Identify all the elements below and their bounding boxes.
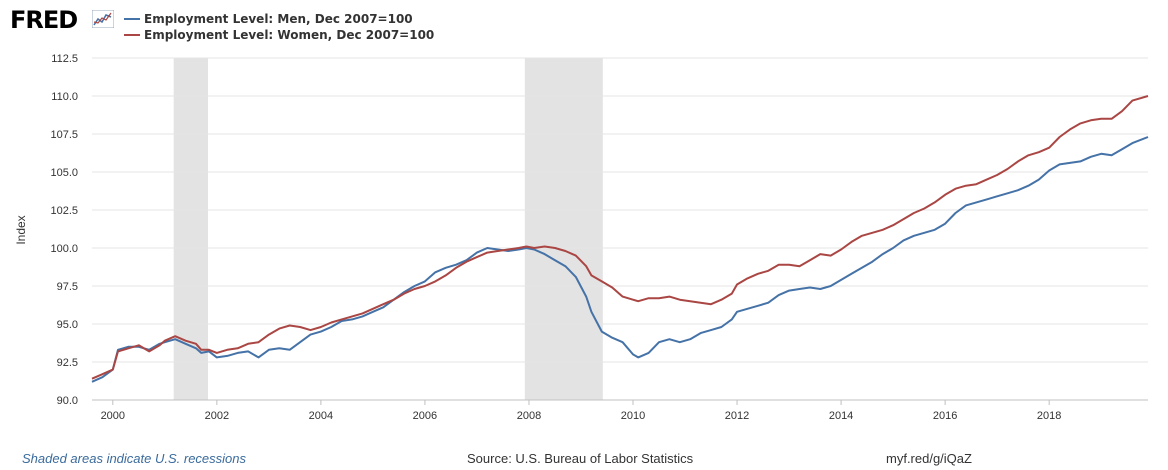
y-tick-label-5: 102.5 [50,205,78,217]
x-tick-label-7: 2014 [829,410,853,422]
x-tick-label-9: 2018 [1037,410,1061,422]
y-tick-label-1: 92.5 [57,357,78,369]
series-line-women[interactable] [91,95,1149,380]
line-chart-icon [92,10,114,28]
recession-note: Shaded areas indicate U.S. recessions [22,451,247,466]
y-tick-label-6: 105.0 [50,167,78,179]
y-tick-label-2: 95.0 [57,319,78,331]
y-tick-label-0: 90.0 [57,395,78,407]
fred-logo[interactable]: FRED [10,6,78,34]
short-url-link[interactable]: myf.red/g/iQaZ [886,451,972,466]
x-axis-ticks: 2000 2002 2004 2006 2008 2010 2012 2014 2016 2018 [92,399,1148,422]
legend-women-swatch [124,34,140,36]
y-tick-label-7: 107.5 [50,129,78,141]
recession-band-1 [524,58,603,400]
y-axis-label: Index [14,215,28,244]
x-tick-label-0: 2000 [101,410,125,422]
y-tick-label-8: 110.0 [51,91,78,103]
x-tick-label-2: 2004 [309,410,333,422]
grid-layer [92,57,1148,401]
series-line-men[interactable] [91,136,1149,383]
y-tick-label-9: 112.5 [51,53,78,65]
source-note: Source: U.S. Bureau of Labor Statistics [467,451,694,466]
series-layer [91,95,1149,383]
y-tick-label-3: 97.5 [57,281,78,293]
x-tick-label-5: 2010 [621,410,645,422]
x-tick-label-4: 2008 [517,410,541,422]
y-tick-label-4: 100.0 [50,243,78,255]
legend-men-swatch [124,18,140,20]
legend-men-label: Employment Level: Men, Dec 2007=100 [144,12,413,26]
legend-women[interactable]: Employment Level: Women, Dec 2007=100 [124,28,434,42]
x-tick-label-3: 2006 [413,410,437,422]
y-axis-ticks: 90.0 92.5 95.0 97.5 100.0 102.5 105.0 107.5 110.… [50,53,78,407]
x-tick-label-1: 2002 [205,410,229,422]
employment-line-chart: 90.0 92.5 95.0 97.5 100.0 102.5 105.0 107.5 110.… [14,53,1149,422]
recession-band-0 [173,58,209,400]
x-tick-label-8: 2016 [933,410,957,422]
x-tick-label-6: 2012 [725,410,749,422]
legend-women-label: Employment Level: Women, Dec 2007=100 [144,28,435,42]
legend-men[interactable]: Employment Level: Men, Dec 2007=100 [124,12,413,26]
